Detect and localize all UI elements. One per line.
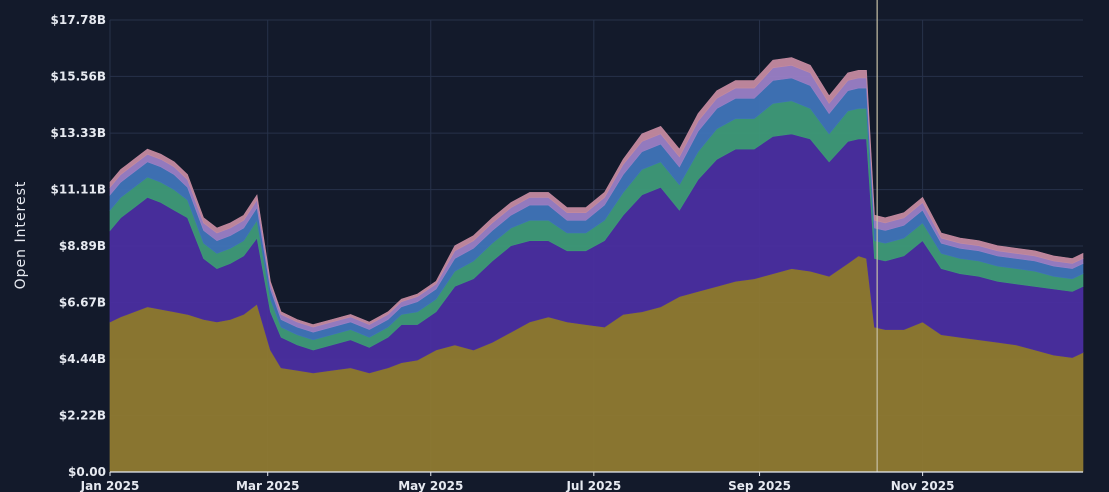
y-tick-label: $4.44B (59, 352, 106, 366)
y-axis-label: Open Interest (13, 181, 29, 290)
y-axis-ticks: $0.00 $2.22B $4.44B $6.67B $8.89B $11.11B $13.… (51, 13, 106, 479)
y-tick-label: $8.89B (59, 239, 106, 253)
y-tick-label: $6.67B (59, 295, 106, 309)
y-tick-label: $11.11B (51, 183, 106, 197)
y-tick-label: $15.56B (51, 69, 106, 83)
series-areas (109, 57, 1084, 473)
series-area-6 (109, 57, 1084, 328)
x-tick-label: Sep 2025 (728, 479, 791, 492)
vertical-marker-group (110, 0, 1083, 473)
y-tick-label: $13.33B (51, 126, 106, 140)
x-tick-label: Jan 2025 (80, 479, 140, 492)
x-axis-ticks: Jan 2025 Mar 2025 May 2025 Jul 2025 Sep 2025… (80, 472, 955, 492)
y-tick-label: $0.00 (68, 465, 106, 479)
x-tick-label: Mar 2025 (236, 479, 300, 492)
y-tick-label: $2.22B (59, 409, 106, 423)
x-tick-label: Nov 2025 (891, 479, 955, 492)
x-tick-label: Jul 2025 (565, 479, 621, 492)
y-tick-label: $17.78B (51, 13, 106, 27)
x-tick-label: May 2025 (398, 479, 463, 492)
